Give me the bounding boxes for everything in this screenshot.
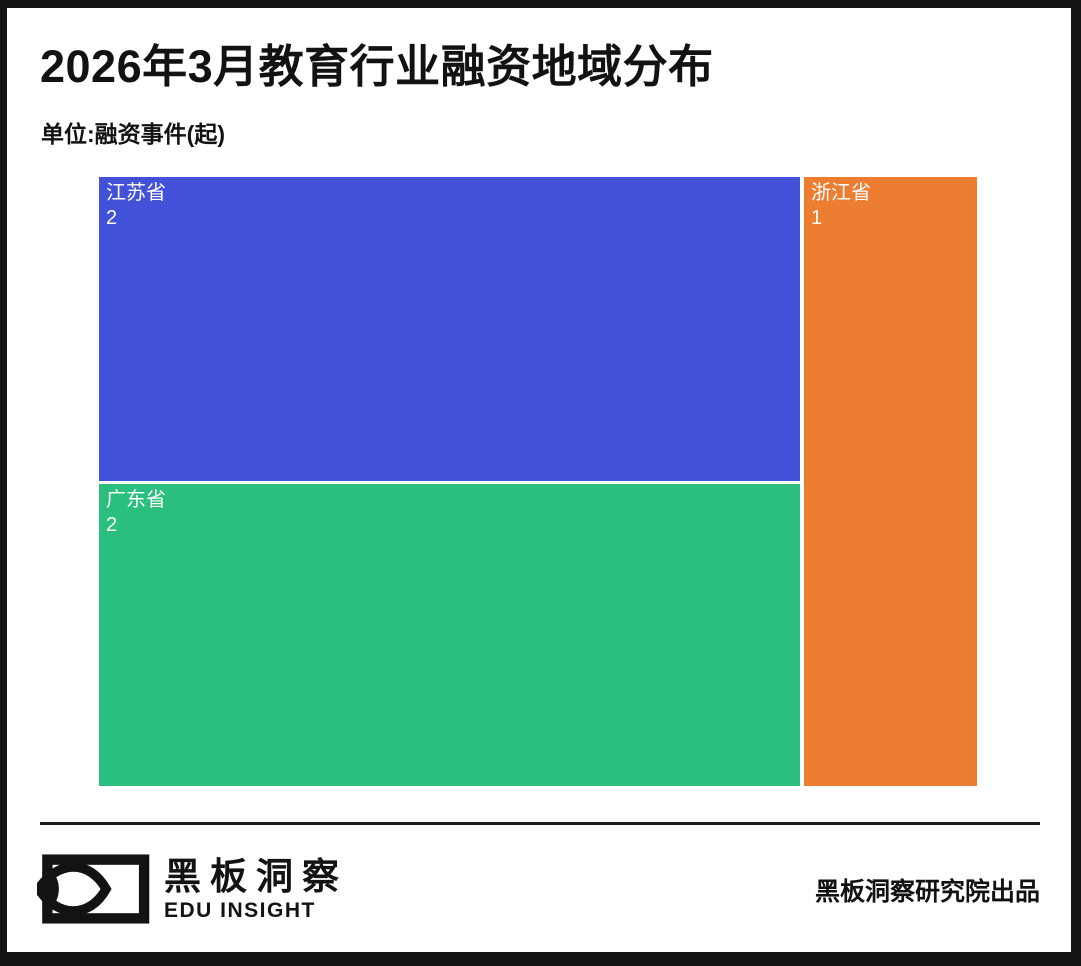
cell-province-name: 江苏省 — [106, 182, 166, 204]
brand-name-cn: 黑板洞察 — [164, 855, 348, 897]
unit-label: 单位:融资事件(起) — [41, 121, 225, 147]
credit-text: 黑板洞察研究院出品 — [814, 878, 1040, 906]
cell-province-name: 浙江省 — [811, 182, 871, 204]
content-area: 2026年3月教育行业融资地域分布 单位:融资事件(起) 江苏省 2 广东省 2… — [7, 8, 1071, 952]
cell-province-value: 1 — [811, 207, 823, 229]
page-title: 2026年3月教育行业融资地域分布 — [40, 41, 714, 92]
brand-name-en: EDU INSIGHT — [164, 898, 316, 922]
footer-divider — [40, 822, 1040, 825]
treemap-cell-jiangsu[interactable]: 江苏省 2 — [99, 177, 800, 481]
treemap-cell-guangdong[interactable]: 广东省 2 — [99, 484, 800, 786]
eye-logo-icon — [37, 854, 150, 924]
cell-province-value: 2 — [106, 514, 118, 536]
brand-logo-text: 黑板洞察 EDU INSIGHT — [164, 856, 348, 923]
brand-logo: 黑板洞察 EDU INSIGHT — [37, 850, 348, 928]
treemap-chart: 江苏省 2 广东省 2 浙江省 1 — [99, 177, 977, 786]
treemap-cell-zhejiang[interactable]: 浙江省 1 — [804, 177, 977, 786]
cell-province-value: 2 — [106, 207, 118, 229]
cell-province-name: 广东省 — [106, 489, 166, 511]
